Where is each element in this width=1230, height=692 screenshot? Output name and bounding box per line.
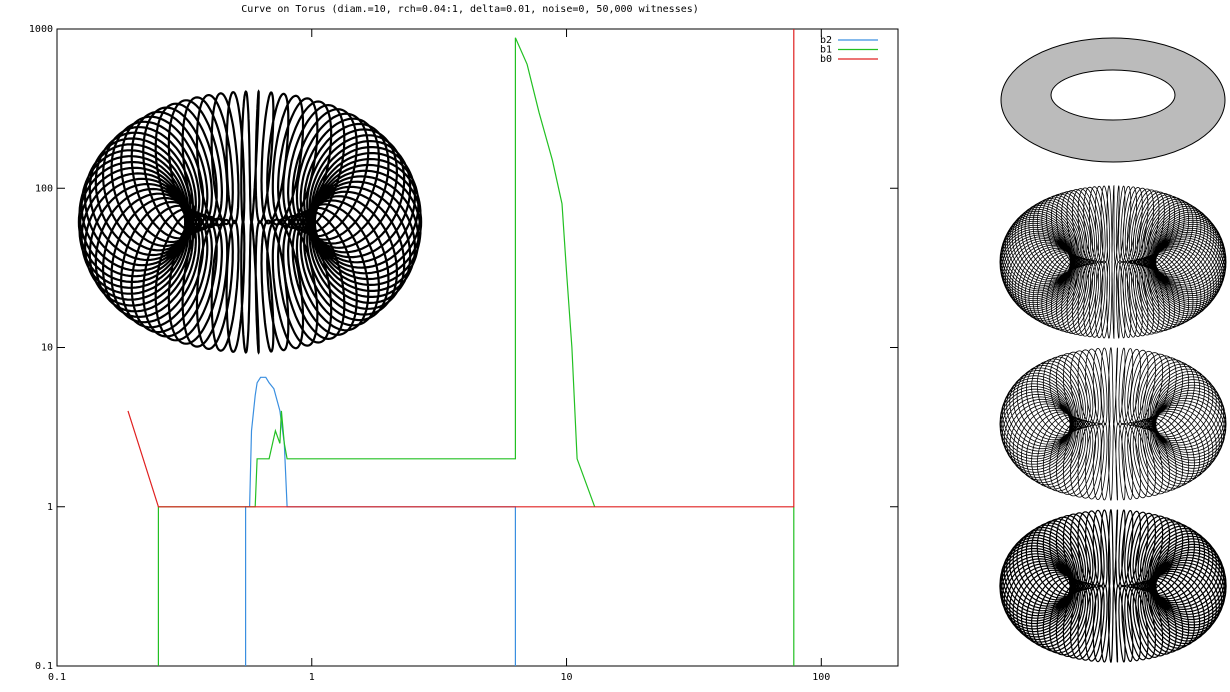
y-tick-label: 1000 — [29, 24, 53, 35]
y-tick-label: 100 — [35, 183, 53, 194]
x-tick-label: 0.1 — [48, 672, 66, 683]
x-tick-label: 1 — [309, 672, 315, 683]
series-line — [245, 376, 516, 666]
legend-label: b1 — [820, 45, 832, 56]
torus-curve — [999, 347, 1227, 501]
y-tick-label: 1 — [47, 502, 53, 513]
x-tick-label: 10 — [561, 672, 573, 683]
torus-curve — [999, 509, 1227, 663]
x-tick-label: 100 — [812, 672, 830, 683]
chart-title: Curve on Torus (diam.=10, rch=0.04:1, de… — [241, 4, 699, 15]
series-line — [157, 37, 795, 666]
torus-curve — [999, 184, 1227, 340]
legend-label: b2 — [820, 35, 832, 46]
torus-hole — [1050, 69, 1176, 121]
y-tick-label: 0.1 — [35, 661, 53, 672]
y-tick-label: 10 — [41, 343, 53, 354]
series-line — [127, 29, 795, 508]
legend-label: b0 — [820, 54, 832, 65]
torus-curve — [77, 89, 423, 355]
torus-illustrations — [77, 37, 1227, 663]
